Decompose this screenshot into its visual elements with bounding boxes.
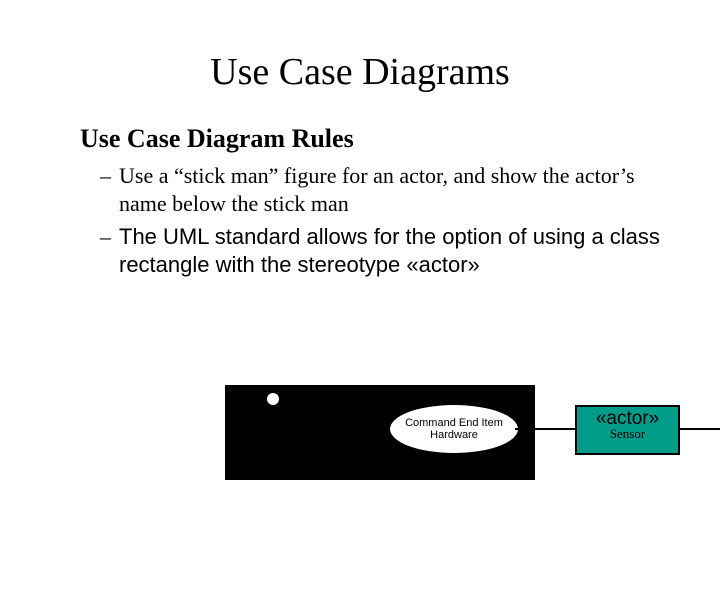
bullet-dash-icon: – (100, 162, 111, 217)
actor-class-rectangle: «actor» Sensor (575, 405, 680, 455)
bullet-dash-icon: – (100, 223, 111, 278)
section-title: Use Case Diagram Rules (80, 124, 720, 154)
stick-figure-head-icon (267, 393, 279, 405)
bullet-item: – The UML standard allows for the option… (100, 223, 660, 278)
bullet-item: – Use a “stick man” figure for an actor,… (100, 162, 660, 217)
slide-title: Use Case Diagrams (0, 50, 720, 94)
use-case-oval: Command End Item Hardware (390, 405, 518, 453)
uml-diagram-panel: Command End Item Hardware (225, 385, 535, 480)
actor-name-label: Sensor (577, 426, 678, 442)
bullet-list: – Use a “stick man” figure for an actor,… (100, 162, 720, 278)
use-case-label: Command End Item Hardware (390, 417, 518, 441)
bullet-text: Use a “stick man” figure for an actor, a… (119, 162, 660, 217)
bullet-text: The UML standard allows for the option o… (119, 223, 660, 278)
